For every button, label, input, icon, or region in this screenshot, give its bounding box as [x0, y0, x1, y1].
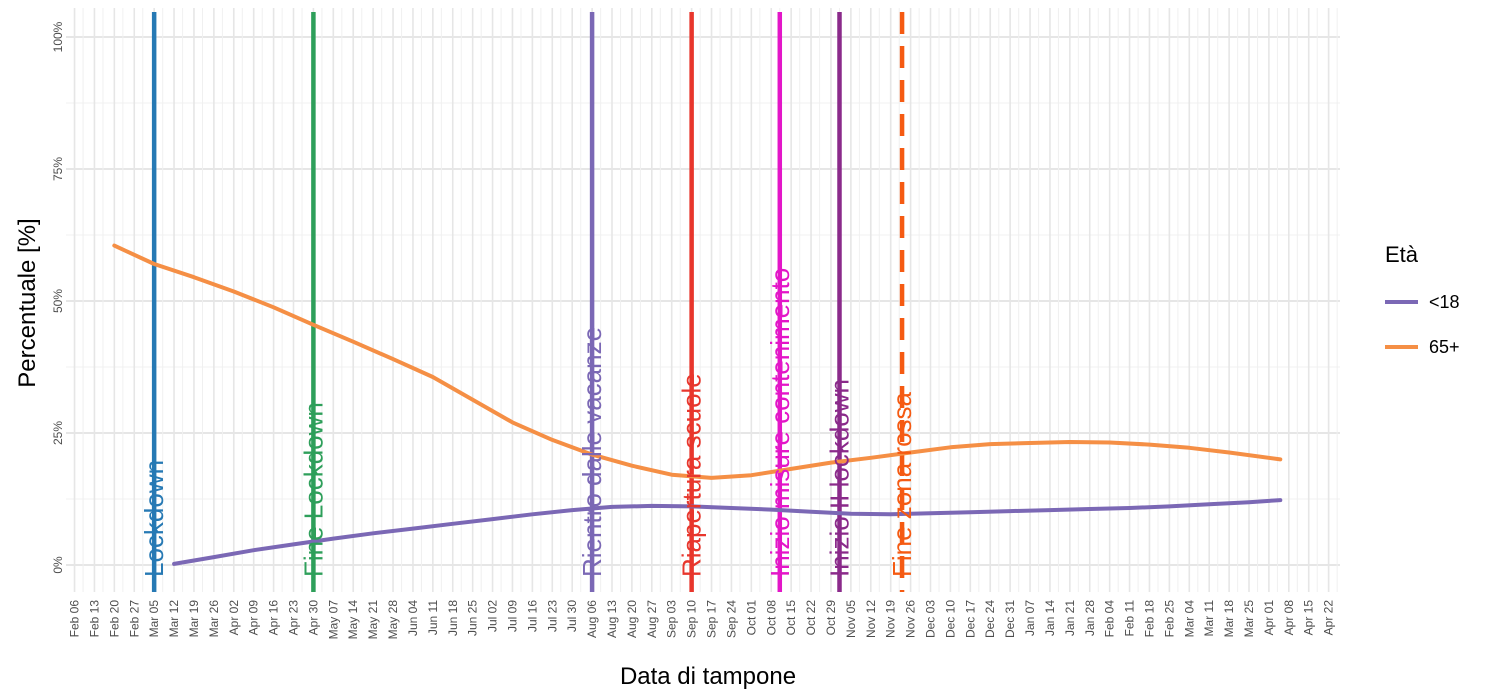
x-tick-label: Jun 11	[426, 600, 440, 635]
x-tick-label: Feb 04	[1103, 600, 1117, 638]
x-tick-label: Apr 15	[1302, 600, 1316, 636]
x-tick-label: Aug 13	[605, 600, 619, 638]
x-tick-label: Feb 11	[1123, 600, 1137, 637]
y-tick-label: 0%	[51, 556, 65, 574]
event-label-5: Inizio II lockdown	[825, 379, 855, 577]
x-tick-label: Jan 14	[1043, 600, 1057, 636]
x-axis-title: Data di tampone	[620, 663, 796, 690]
x-tick-label: Sep 10	[685, 600, 699, 638]
x-tick-label: Dec 17	[963, 600, 977, 638]
x-tick-label: May 07	[326, 600, 340, 640]
x-tick-label: Apr 02	[227, 600, 241, 636]
grid	[66, 8, 1340, 592]
x-tick-label: Jul 02	[486, 600, 500, 632]
x-tick-label: Apr 23	[287, 600, 301, 636]
x-tick-label: Jan 07	[1023, 600, 1037, 636]
legend-title: Età	[1385, 242, 1419, 267]
x-tick-label: Mar 18	[1222, 600, 1236, 638]
legend-label-under18: <18	[1429, 292, 1460, 312]
x-tick-label: Oct 08	[764, 600, 778, 636]
x-tick-label: Jun 25	[466, 600, 480, 636]
event-label-1: Fine Lockdown	[298, 402, 328, 577]
event-label-6: Fine zona rossa	[887, 391, 917, 577]
x-tick-label: Dec 03	[924, 600, 938, 638]
event-label-0: Lockdown	[139, 460, 169, 577]
x-tick-label: Mar 26	[207, 600, 221, 638]
x-tick-label: Jan 28	[1083, 600, 1097, 636]
x-tick-label: Aug 20	[625, 600, 639, 638]
x-tick-label: Apr 09	[247, 600, 261, 636]
x-tick-label: Mar 25	[1242, 600, 1256, 638]
x-tick-label: Feb 18	[1142, 600, 1156, 638]
x-tick-label: Mar 12	[167, 600, 181, 638]
event-label-2: Rientro dalle vacanze	[577, 327, 607, 577]
x-tick-label: Jul 16	[525, 600, 539, 632]
x-tick-label: Feb 13	[87, 600, 101, 638]
x-tick-label: Aug 06	[585, 600, 599, 638]
y-tick-label: 75%	[51, 157, 65, 181]
x-tick-label: Apr 16	[267, 600, 281, 636]
x-tick-label: Nov 26	[904, 600, 918, 638]
x-axis-ticks: Feb 06 Feb 13 Feb 20 Feb 27 Mar 05 Mar 12 Mar …	[68, 600, 1336, 640]
x-tick-label: Apr 08	[1282, 600, 1296, 636]
x-tick-label: Nov 05	[844, 600, 858, 638]
x-tick-label: Jan 21	[1063, 600, 1077, 636]
x-tick-label: Feb 27	[127, 600, 141, 638]
x-tick-label: Oct 22	[804, 600, 818, 636]
x-tick-label: May 21	[366, 600, 380, 640]
x-tick-label: Apr 22	[1322, 600, 1336, 636]
x-tick-label: Sep 17	[705, 600, 719, 638]
y-axis-ticks: 0% 25% 50% 75% 100%	[51, 21, 65, 573]
legend: Età <18 65+	[1385, 242, 1460, 357]
y-tick-label: 25%	[51, 421, 65, 445]
x-tick-label: Mar 19	[187, 600, 201, 638]
event-label-3: Riapertura scuole	[677, 373, 707, 577]
event-labels: Lockdown Fine Lockdown Rientro dalle vacan…	[139, 268, 917, 577]
x-tick-label: May 14	[346, 600, 360, 640]
x-tick-label: Dec 10	[943, 600, 957, 638]
series-line-0	[172, 498, 1283, 566]
x-tick-label: Apr 01	[1262, 600, 1276, 636]
x-tick-label: Dec 24	[983, 600, 997, 638]
series-lines	[112, 243, 1283, 566]
y-tick-label: 50%	[51, 289, 65, 313]
y-axis-title: Percentuale [%]	[14, 218, 41, 387]
x-tick-label: Sep 24	[724, 600, 738, 638]
x-tick-label: Feb 06	[68, 600, 82, 638]
x-tick-label: Oct 01	[744, 600, 758, 636]
series-line-1	[112, 243, 1283, 480]
y-tick-label: 100%	[51, 21, 65, 52]
x-tick-label: Feb 25	[1162, 600, 1176, 638]
legend-label-65plus: 65+	[1429, 337, 1460, 357]
x-tick-label: Nov 19	[884, 600, 898, 638]
x-tick-label: Mar 11	[1202, 600, 1216, 637]
x-tick-label: Dec 31	[1003, 600, 1017, 638]
x-tick-label: Jun 04	[406, 600, 420, 636]
x-tick-label: May 28	[386, 600, 400, 640]
x-tick-label: Oct 15	[784, 600, 798, 636]
x-tick-label: Sep 03	[665, 600, 679, 638]
x-tick-label: Mar 04	[1182, 600, 1196, 638]
event-label-4: Inizio misure contenimento	[765, 268, 795, 577]
x-tick-label: Aug 27	[645, 600, 659, 638]
x-tick-label: Nov 12	[864, 600, 878, 638]
event-markers	[151, 12, 905, 592]
x-tick-label: Jul 09	[505, 600, 519, 632]
x-tick-label: Feb 20	[107, 600, 121, 638]
x-tick-label: Apr 30	[306, 600, 320, 636]
x-tick-label: Jun 18	[446, 600, 460, 636]
x-tick-label: Oct 29	[824, 600, 838, 636]
x-tick-label: Jul 30	[565, 600, 579, 632]
x-tick-label: Jul 23	[545, 600, 559, 632]
x-tick-label: Mar 05	[147, 600, 161, 638]
